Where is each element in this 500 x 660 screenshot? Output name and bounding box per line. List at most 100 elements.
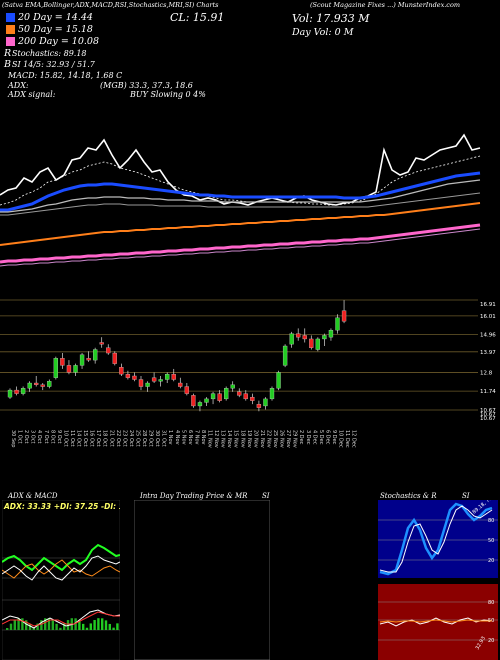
date-tick-label: 4 Dec	[311, 430, 317, 445]
adx-signal-label: ADX signal:	[8, 90, 56, 99]
candle-body	[230, 384, 235, 389]
candle-body	[322, 335, 327, 340]
candle-body	[204, 398, 209, 403]
date-tick-label: 11 Oct	[69, 430, 75, 447]
stochastics-readout: Stochastics: 89.18	[12, 49, 87, 58]
bollinger-middle-line	[0, 155, 481, 206]
candle-body	[289, 333, 294, 345]
candle-body	[14, 389, 19, 394]
candle-body	[53, 358, 58, 378]
si-title-2: SI	[462, 492, 470, 500]
ema50-swatch	[6, 25, 15, 34]
candle-body	[73, 365, 78, 373]
date-tick-label: 6 Nov	[187, 430, 193, 445]
price-tick-label: 10.67	[480, 416, 496, 422]
price-axis: 16.9116.0114.9613.9712.811.7410.6710.671…	[480, 302, 496, 422]
date-tick-label: 27 Nov	[285, 430, 291, 448]
stoch-tick-20: 20	[488, 558, 494, 564]
date-tick-label: 20 Nov	[252, 430, 258, 448]
candle-body	[282, 345, 288, 366]
candle-body	[112, 352, 117, 364]
main-price-chart: 16.9116.0114.9613.9712.811.7410.6710.671…	[0, 133, 496, 448]
date-tick-label: 7 Oct	[43, 430, 49, 443]
price-tick-label: 16.01	[480, 314, 496, 320]
stochastic-d-line	[379, 505, 493, 573]
date-tick-label: 30 Oct	[154, 430, 160, 447]
candle-body	[93, 349, 98, 361]
macd-histogram-bar	[104, 620, 108, 630]
date-tick-label: 16 Oct	[89, 430, 95, 447]
macd-histogram-bar	[51, 620, 54, 630]
date-tick-label: 15 Nov	[233, 430, 239, 448]
macd-histogram-bar	[74, 618, 77, 630]
candle-body	[138, 379, 144, 387]
price-tick-label: 14.96	[480, 332, 496, 338]
buy-signal: BUY Slowing 0 4%	[130, 90, 206, 99]
price-tick-label: 10.67	[480, 412, 496, 418]
date-tick-label: 6 Dec	[324, 430, 330, 445]
macd-histogram-bar	[44, 618, 47, 630]
date-tick-label: 2 Dec	[298, 430, 304, 445]
date-tick-label: 29 Oct	[148, 430, 154, 447]
macd-histogram-bar	[89, 623, 92, 630]
candle-body	[20, 388, 26, 394]
price-grid	[0, 299, 478, 411]
candle-body	[158, 379, 163, 382]
date-tick-label: 4 Nov	[174, 430, 180, 445]
candle-body	[106, 347, 111, 354]
candle-body	[27, 382, 32, 389]
candle-body	[151, 377, 157, 382]
candle-body	[217, 393, 222, 401]
date-tick-label: 5 Dec	[318, 430, 324, 445]
candle-body	[60, 358, 65, 366]
date-tick-label: 21 Oct	[108, 430, 114, 447]
date-tick-label: 3 Dec	[305, 430, 311, 445]
macd-histogram-bar	[13, 620, 16, 630]
date-tick-label: 7 Nov	[193, 430, 199, 445]
candle-body	[237, 391, 242, 396]
price-tick-label: 11.74	[480, 389, 496, 395]
ema50-label: 50 Day = 15.18	[18, 24, 93, 35]
si-signal-line	[379, 619, 492, 623]
ema20-line	[0, 171, 481, 212]
ema200-line	[0, 223, 481, 264]
ema20-swatch	[6, 13, 15, 22]
date-tick-label: 8 Oct	[49, 430, 55, 443]
r-label: R	[4, 48, 12, 59]
bollinger-upper-line	[0, 179, 481, 213]
stoch-tick-50: 50	[488, 538, 494, 544]
date-tick-label: 28 Oct	[141, 430, 147, 447]
candle-body	[40, 384, 45, 387]
price-close-line	[0, 133, 481, 206]
date-tick-label: 14 Nov	[226, 430, 232, 448]
date-tick-label: 19 Nov	[246, 430, 252, 448]
candle-body	[125, 374, 131, 378]
date-tick-label: 29 Nov	[292, 430, 298, 448]
candle-body	[79, 354, 85, 366]
bollinger-lower-line	[0, 192, 481, 216]
ema200-swatch	[6, 37, 15, 46]
date-tick-label: 26 Nov	[279, 430, 285, 448]
date-tick-label: 1 Oct	[17, 430, 23, 443]
candle-body	[184, 386, 190, 394]
stochastics-si-panel: 80 50 20 89.18, 78.92, 93 80 50 20 32.93	[378, 500, 498, 660]
date-tick-label: 5 Nov	[180, 430, 186, 445]
candle-body	[341, 310, 347, 322]
candle-body	[47, 381, 52, 387]
candle-body	[7, 389, 13, 398]
macd-histogram-bar	[40, 620, 43, 630]
macd-histogram-bar	[101, 618, 104, 630]
ema20-label: 20 Day = 14.44	[18, 12, 93, 23]
candle-body	[171, 374, 176, 380]
candle-body	[302, 335, 307, 340]
date-tick-label: 15 Oct	[82, 430, 88, 447]
date-tick-label: 3 Oct	[30, 430, 36, 443]
date-tick-label: 22 Oct	[115, 430, 121, 447]
candle-body	[296, 333, 301, 338]
macd-histogram-bar	[47, 618, 51, 630]
macd-readout: MACD: 15.82, 14.18, 1.68 C	[8, 71, 123, 80]
date-tick-label: 12 Dec	[351, 430, 357, 448]
intraday-panel	[134, 500, 270, 660]
candle-body	[250, 396, 255, 401]
macd-histogram-bar	[82, 623, 85, 630]
